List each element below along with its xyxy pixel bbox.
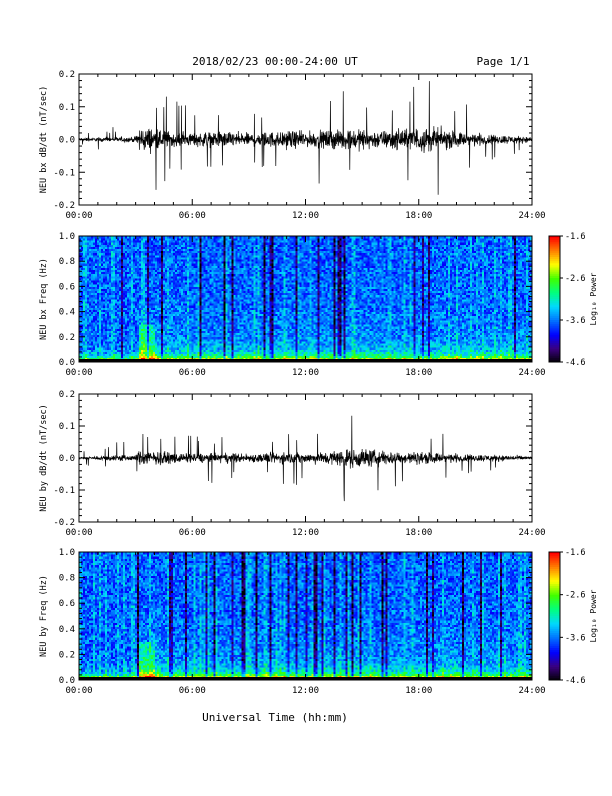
series-line (79, 81, 532, 195)
y-tick-label: 0.2 (59, 70, 75, 80)
y-tick-label: 0.0 (59, 136, 75, 146)
x-tick-label: 18:00 (405, 211, 432, 221)
y-tick-label: -0.2 (53, 201, 75, 211)
panels: 00:00 06:00 12:00 18:00 24:00 0.2 0.1 0.0 -0.1 -0… (39, 70, 598, 696)
y-axis-label: NEU bx dB/dt (nT/sec) (39, 86, 49, 193)
y-tick-label: 0.1 (59, 103, 75, 113)
spectrogram-cells (79, 236, 532, 362)
x-tick-label: 00:00 (65, 211, 92, 221)
figure-canvas: 2018/02/23 00:00-24:00 UT Page 1/1 Unive… (0, 0, 612, 792)
waveform-panel-1: 00:00 06:00 12:00 18:00 24:00 0.2 0.1 0.0 -0.1 -0… (39, 70, 546, 221)
x-tick-label: 24:00 (518, 211, 545, 221)
x-axis-label: Universal Time (hh:mm) (202, 711, 348, 724)
x-tick-label: 12:00 (292, 211, 319, 221)
y-tick-label: -0.1 (53, 168, 75, 178)
page-title: 2018/02/23 00:00-24:00 UT (192, 55, 358, 68)
magnetometer-figure: 2018/02/23 00:00-24:00 UT Page 1/1 Unive… (0, 0, 612, 792)
x-tick-label: 06:00 (179, 211, 206, 221)
page-number: Page 1/1 (477, 55, 530, 68)
